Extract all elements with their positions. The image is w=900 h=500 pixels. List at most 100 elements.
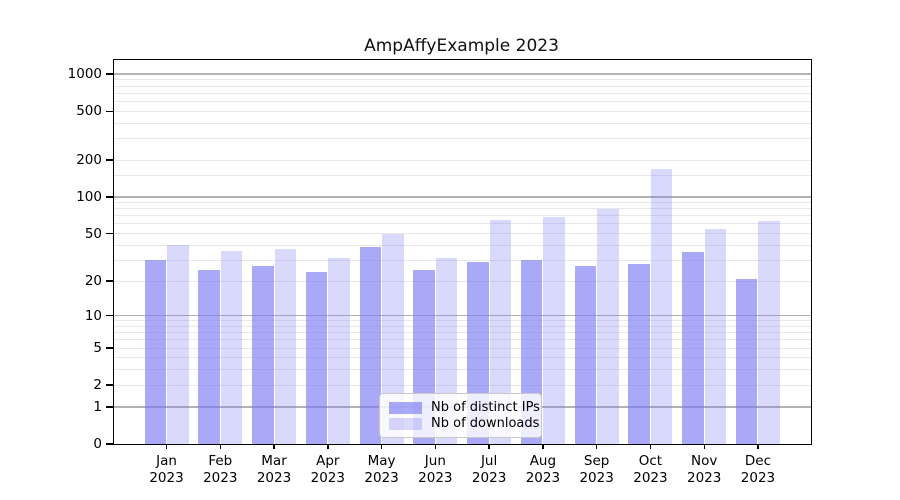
x-tick-month: Feb bbox=[208, 453, 233, 469]
x-tick-month: Oct bbox=[638, 453, 663, 469]
y-tick-mark bbox=[106, 232, 113, 235]
bar-jul-downloads bbox=[489, 219, 512, 444]
gridline-major bbox=[114, 196, 811, 198]
bar-oct-distinct-ips bbox=[628, 263, 650, 444]
x-tick-label: Nov 2023 bbox=[672, 453, 736, 487]
x-tick-mark bbox=[595, 444, 598, 449]
y-tick-label: 100 bbox=[76, 188, 102, 205]
y-tick-mark bbox=[106, 159, 113, 161]
bar-aug-downloads bbox=[543, 217, 565, 444]
x-tick-month: Jan bbox=[156, 453, 177, 469]
legend-label-distinct-ips: Nb of distinct IPs bbox=[431, 400, 540, 415]
x-tick-mark bbox=[488, 444, 490, 449]
x-tick-year: 2023 bbox=[203, 470, 238, 486]
gridline-minor bbox=[114, 259, 811, 261]
bar-apr-distinct-ips bbox=[305, 271, 328, 444]
gridline-minor bbox=[114, 208, 811, 210]
x-tick-mark bbox=[542, 444, 544, 449]
y-tick-label: 1 bbox=[93, 398, 102, 415]
x-tick-year: 2023 bbox=[310, 470, 345, 486]
x-tick-mark bbox=[380, 444, 383, 449]
x-tick-label: Dec 2023 bbox=[726, 453, 790, 487]
x-tick-month: Aug bbox=[529, 453, 557, 469]
gridline-minor bbox=[114, 347, 811, 349]
x-tick-label: Jan 2023 bbox=[135, 453, 199, 487]
x-tick-month: Sep bbox=[583, 453, 610, 469]
gridline-minor bbox=[114, 174, 811, 176]
bar-oct-downloads bbox=[650, 169, 673, 444]
x-tick-year: 2023 bbox=[418, 470, 453, 486]
legend: Nb of distinct IPs Nb of downloads bbox=[379, 393, 542, 438]
gridline-minor bbox=[114, 138, 811, 140]
gridline-minor bbox=[114, 110, 811, 112]
x-tick-month: Jul bbox=[480, 453, 498, 469]
gridline-minor bbox=[114, 233, 811, 235]
gridline-minor bbox=[114, 92, 811, 94]
y-tick-mark bbox=[106, 196, 113, 198]
legend-swatch-distinct-ips bbox=[389, 402, 422, 414]
gridline-minor bbox=[114, 280, 811, 282]
x-tick-year: 2023 bbox=[579, 470, 614, 486]
y-tick-mark bbox=[106, 443, 113, 445]
gridline-minor bbox=[114, 223, 811, 225]
x-tick-year: 2023 bbox=[740, 470, 776, 486]
bar-apr-downloads bbox=[328, 258, 350, 444]
x-tick-month: May bbox=[367, 453, 396, 469]
gridline-minor bbox=[114, 244, 811, 246]
chart-title: AmpAffyExample 2023 bbox=[364, 36, 559, 56]
gridline-minor bbox=[114, 79, 811, 81]
x-tick-month: Dec bbox=[744, 453, 772, 469]
x-tick-mark bbox=[165, 444, 168, 449]
y-tick-label: 0 bbox=[93, 436, 102, 452]
x-tick-year: 2023 bbox=[471, 470, 507, 486]
x-tick-month: Nov bbox=[691, 453, 718, 469]
x-tick-mark bbox=[273, 444, 275, 449]
legend-label-downloads: Nb of downloads bbox=[431, 416, 540, 431]
bar-sep-distinct-ips bbox=[574, 265, 597, 444]
x-tick-label: Sep 2023 bbox=[565, 453, 629, 487]
bar-sep-downloads bbox=[597, 209, 619, 444]
y-tick-label: 5 bbox=[93, 340, 102, 357]
x-tick-year: 2023 bbox=[364, 470, 399, 486]
y-tick-label: 2 bbox=[93, 377, 102, 394]
y-tick-mark bbox=[106, 280, 113, 282]
x-tick-label: Mar 2023 bbox=[242, 453, 306, 487]
bar-may-downloads bbox=[382, 233, 404, 444]
gridline-minor bbox=[114, 202, 811, 204]
x-tick-label: Jul 2023 bbox=[457, 453, 521, 487]
x-tick-year: 2023 bbox=[633, 470, 668, 486]
x-tick-year: 2023 bbox=[687, 470, 722, 486]
gridline-minor bbox=[114, 320, 811, 322]
x-tick-label: Apr 2023 bbox=[296, 453, 360, 487]
x-tick-mark bbox=[219, 444, 221, 449]
y-tick-mark bbox=[106, 384, 113, 386]
bar-nov-distinct-ips bbox=[682, 252, 704, 444]
gridline-minor bbox=[114, 357, 811, 359]
bar-nov-downloads bbox=[704, 228, 727, 444]
y-tick-label: 1000 bbox=[67, 66, 102, 83]
x-tick-mark bbox=[649, 444, 652, 449]
bar-feb-distinct-ips bbox=[198, 269, 220, 444]
gridline-minor bbox=[114, 325, 811, 327]
y-tick-label: 50 bbox=[84, 225, 102, 242]
y-tick-mark bbox=[106, 110, 113, 112]
x-tick-mark bbox=[703, 444, 705, 449]
gridline-minor bbox=[114, 101, 811, 102]
x-tick-mark bbox=[434, 444, 437, 449]
x-tick-month: Jun bbox=[424, 453, 446, 469]
bar-may-distinct-ips bbox=[359, 246, 382, 444]
bar-mar-distinct-ips bbox=[252, 265, 274, 444]
y-tick-label: 20 bbox=[84, 273, 102, 290]
gridline-minor bbox=[114, 339, 811, 341]
gridline-minor bbox=[114, 369, 811, 371]
gridline-minor bbox=[114, 159, 811, 161]
legend-item-distinct-ips: Nb of distinct IPs bbox=[389, 400, 540, 416]
y-tick-mark bbox=[106, 73, 113, 75]
x-tick-label: Oct 2023 bbox=[618, 453, 682, 487]
gridline-minor bbox=[114, 85, 811, 87]
y-tick-mark bbox=[106, 314, 113, 317]
x-tick-month: Apr bbox=[316, 453, 340, 469]
x-tick-label: Aug 2023 bbox=[511, 453, 575, 487]
y-tick-label: 10 bbox=[84, 307, 102, 324]
